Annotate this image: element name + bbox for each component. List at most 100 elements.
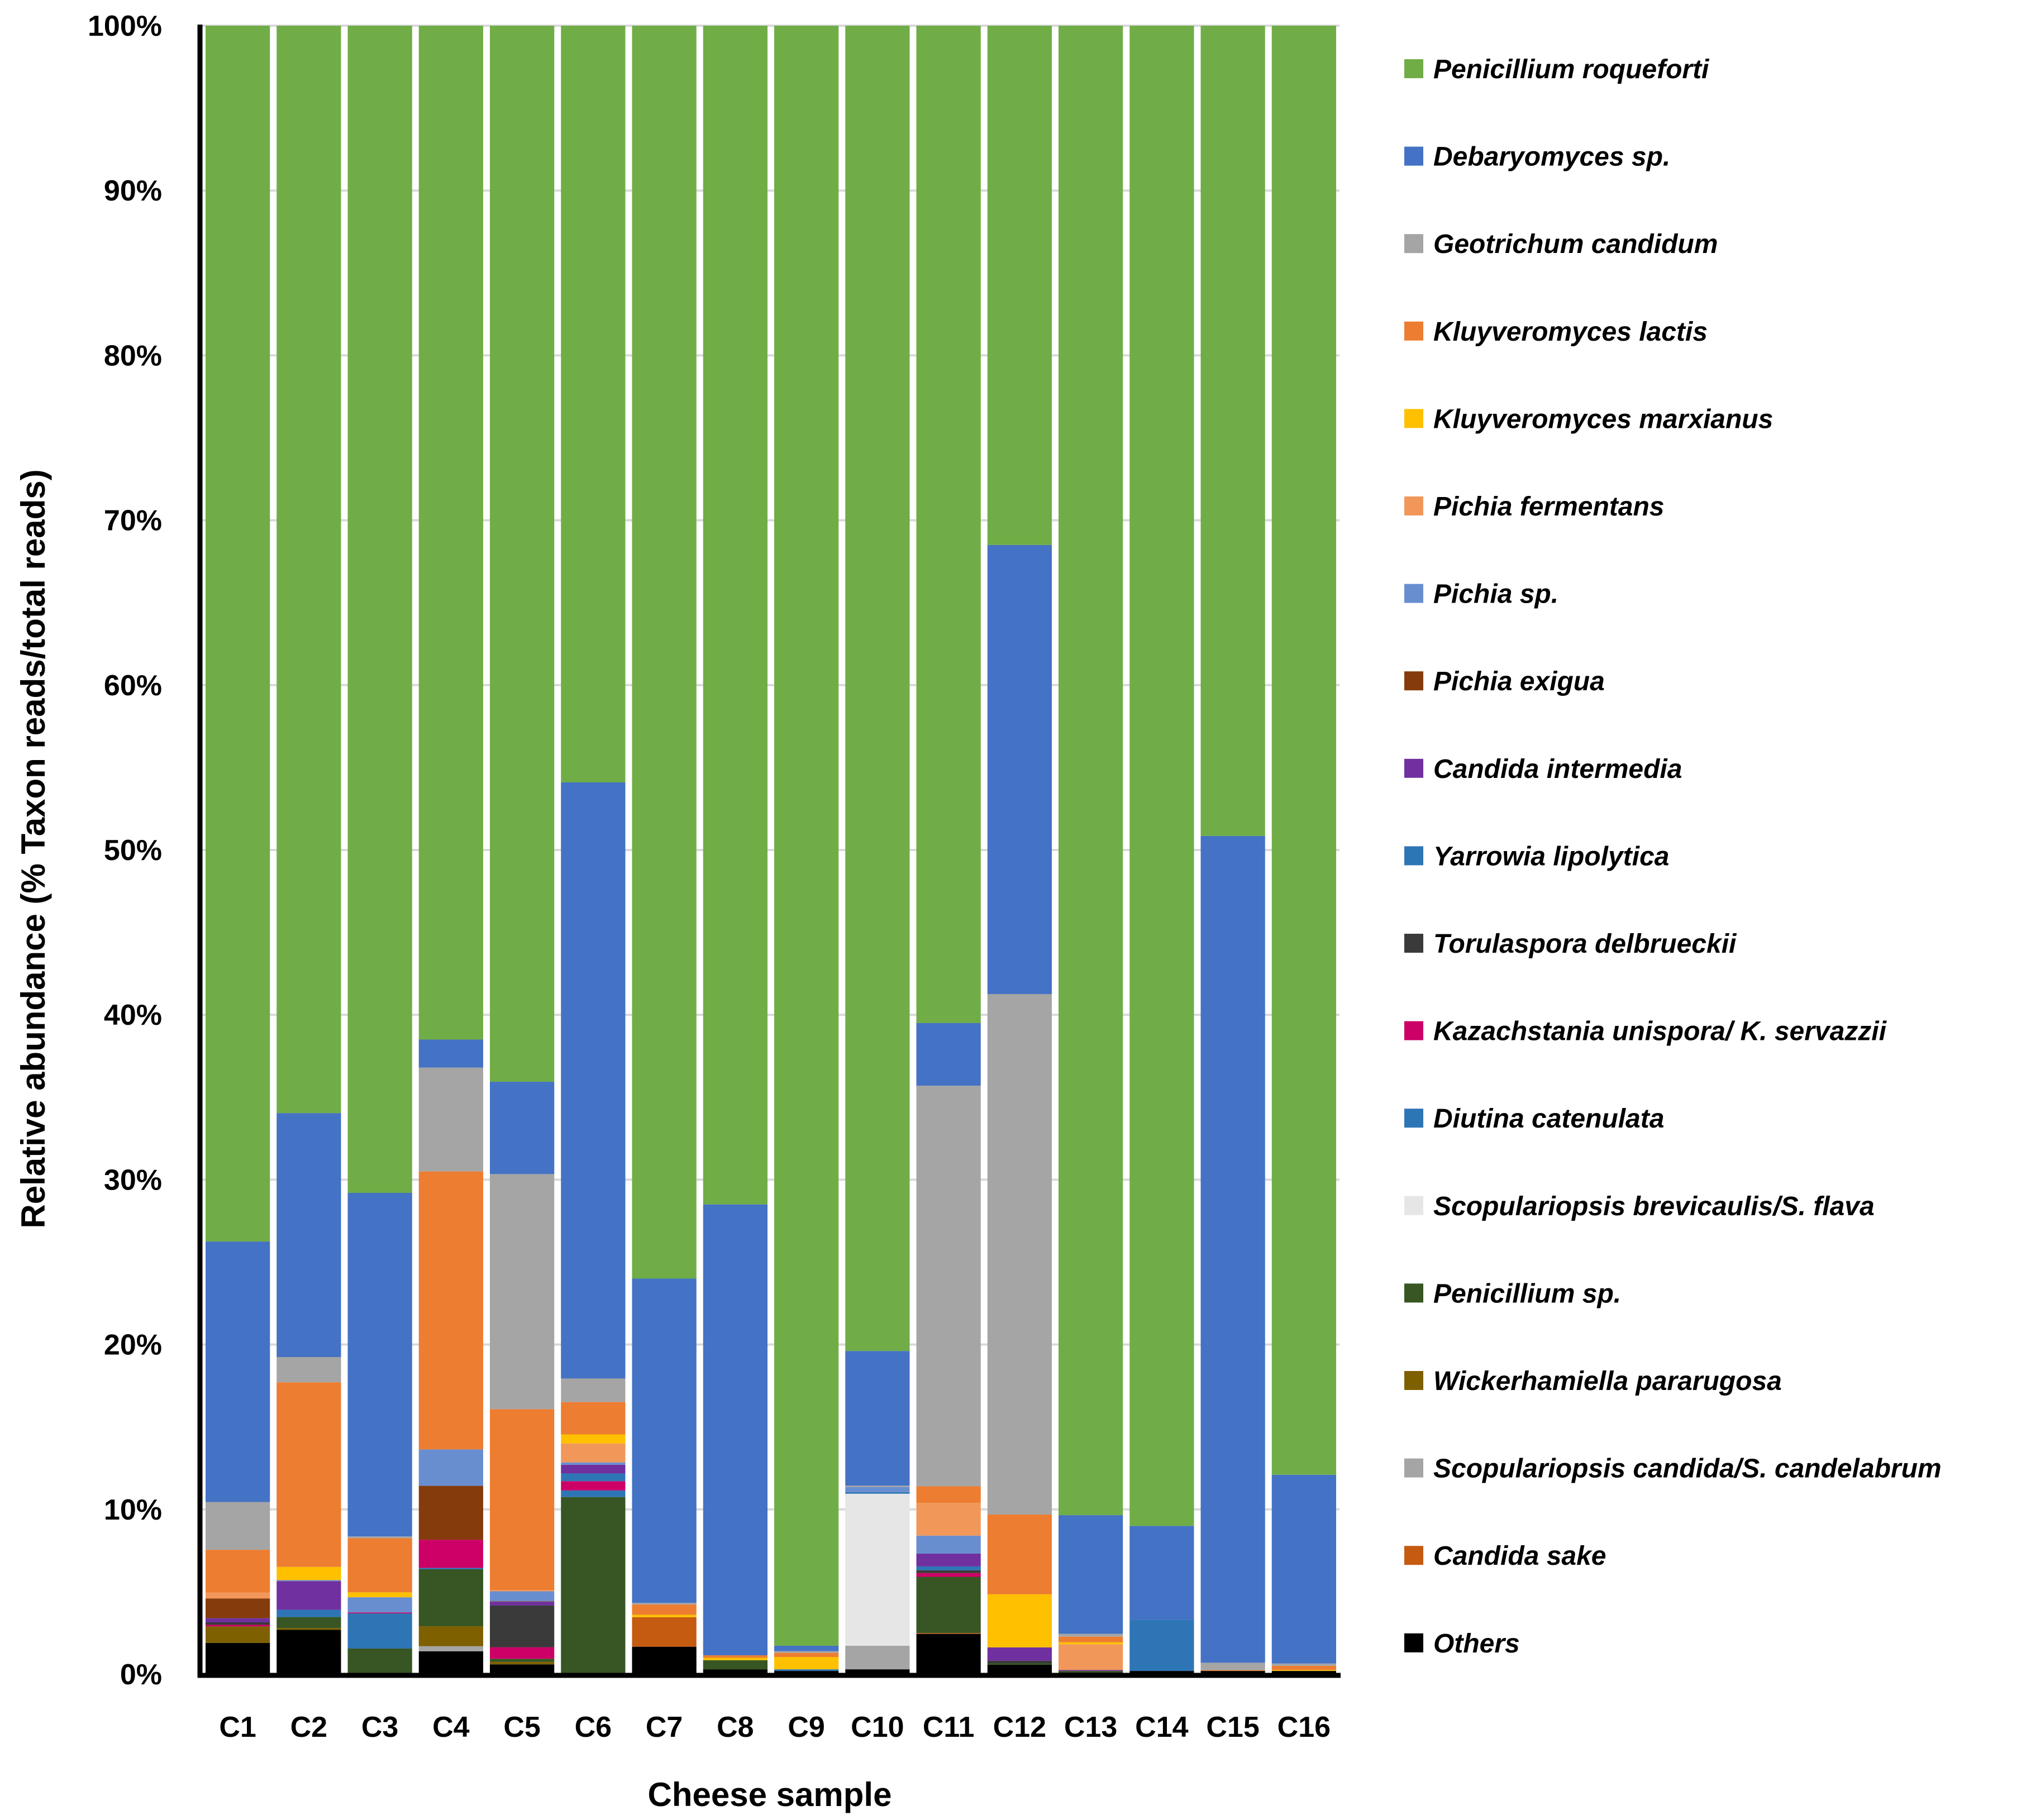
legend-item: Yarrowia lipolytica [1404, 842, 1669, 871]
bar-segment [1200, 26, 1265, 836]
x-tick-label: C8 [717, 1711, 754, 1743]
legend-label: Pichia fermentans [1433, 492, 1664, 522]
bar-segment [561, 1481, 626, 1491]
legend-label: Candida intermedia [1433, 754, 1682, 784]
legend-swatch [1404, 1196, 1423, 1215]
bar-segment [418, 26, 483, 1040]
bar-segment [916, 26, 981, 1023]
x-tick-label: C12 [993, 1711, 1046, 1743]
bar-segment [418, 1449, 483, 1486]
bar-segment [703, 1657, 768, 1660]
bar-segment [774, 1651, 839, 1653]
bar-segment [490, 1409, 555, 1590]
bar-segment [916, 1566, 981, 1570]
bar-C2 [277, 26, 341, 1674]
bar-segment [703, 1655, 768, 1658]
legend-item: Penicillium roqueforti [1404, 55, 1710, 84]
bar-segment [774, 1657, 839, 1670]
bar-segment [916, 1502, 981, 1536]
bar-segment [206, 1502, 270, 1550]
bar-segment [1129, 1620, 1194, 1671]
legend-label: Geotrichum candidum [1433, 230, 1718, 259]
bar-segment [1059, 1636, 1123, 1642]
bar-C1 [206, 26, 270, 1674]
y-tick-label: 50% [104, 834, 162, 867]
legend-item: Penicillium sp. [1404, 1279, 1621, 1308]
legend-label: Yarrowia lipolytica [1433, 842, 1669, 871]
bar-segment [206, 1618, 270, 1623]
legend-swatch [1404, 146, 1423, 166]
x-tick-label: C7 [646, 1711, 683, 1743]
bar-segment [987, 1594, 1052, 1647]
legend-swatch [1404, 1371, 1423, 1390]
legend-item: Diutina catenulata [1404, 1104, 1664, 1134]
legend-label: Kazachstania unispora/ K. servazzii [1433, 1017, 1887, 1047]
x-tick-label: C10 [851, 1711, 904, 1743]
bar-segment [277, 1113, 341, 1358]
legend-swatch [1404, 584, 1423, 603]
legend-swatch [1404, 496, 1423, 515]
bar-segment [561, 1402, 626, 1435]
legend-item: Candida sake [1404, 1541, 1606, 1571]
bar-segment [845, 1351, 910, 1486]
bar-segment [561, 1462, 626, 1465]
bar-segment [703, 1204, 768, 1656]
legend-swatch [1404, 1546, 1423, 1565]
y-tick-label: 90% [104, 175, 162, 207]
x-tick-label: C9 [788, 1711, 824, 1743]
legend-item: Others [1404, 1629, 1520, 1659]
bar-segment [1059, 1633, 1123, 1637]
bar-segment [490, 1174, 555, 1410]
bar-segment [418, 1626, 483, 1646]
y-tick-labels: 0% 10% 20% 30% 40% 50% 60% 70% 80% 90% 100% [88, 10, 162, 1691]
bar-segment [277, 1617, 341, 1628]
y-tick-label: 80% [104, 340, 162, 372]
bar-segment [632, 1604, 697, 1615]
bar-segment [418, 1540, 483, 1568]
bar-segment [561, 1464, 626, 1474]
bar-segment [916, 1633, 981, 1674]
bar-segment [845, 26, 910, 1351]
bar-segment [277, 1382, 341, 1567]
y-tick-label: 30% [104, 1164, 162, 1196]
legend-label: Kluyveromyces lactis [1433, 317, 1708, 347]
bar-segment [206, 1626, 270, 1643]
legend-swatch [1404, 59, 1423, 78]
x-tick-label: C13 [1064, 1711, 1117, 1743]
bar-segment [845, 1485, 910, 1487]
bar-segment [1059, 1670, 1123, 1671]
legend-swatch [1404, 846, 1423, 866]
bar-segment [561, 26, 626, 782]
bar-C9 [774, 26, 839, 1674]
bar-segment [916, 1570, 981, 1573]
bar-C6 [561, 26, 626, 1674]
bar-segment [418, 1039, 483, 1068]
legend-item: Kazachstania unispora/ K. servazzii [1404, 1017, 1887, 1047]
bar-segment [347, 1193, 412, 1537]
legend-swatch [1404, 321, 1423, 341]
x-tick-label: C16 [1277, 1711, 1331, 1743]
bar-segment [490, 1601, 555, 1602]
bar-segment [987, 1663, 1052, 1665]
bar-segment [1271, 1474, 1336, 1664]
bar-segment [347, 1592, 412, 1598]
bar-segment [916, 1553, 981, 1566]
bar-segment [987, 544, 1052, 995]
bar-segment [703, 26, 768, 1205]
bar-segment [347, 1648, 412, 1674]
bar-segment [277, 1609, 341, 1617]
bar-segment [1059, 1644, 1123, 1670]
bar-segment [774, 1645, 839, 1651]
legend-item: Scopulariopsis candida/S. candelabrum [1404, 1454, 1942, 1484]
bar-segment [206, 1642, 270, 1674]
bar-segment [987, 1647, 1052, 1661]
bar-segment [490, 26, 555, 1082]
legend-swatch [1404, 409, 1423, 428]
legend-item: Torulaspora delbrueckii [1404, 929, 1737, 959]
legend-swatch [1404, 934, 1423, 953]
legend-label: Others [1433, 1629, 1520, 1659]
legend-label: Wickerhamiella pararugosa [1433, 1367, 1782, 1396]
bar-segment [561, 1434, 626, 1444]
bar-segment [1200, 1663, 1265, 1670]
bar-segment [418, 1067, 483, 1172]
